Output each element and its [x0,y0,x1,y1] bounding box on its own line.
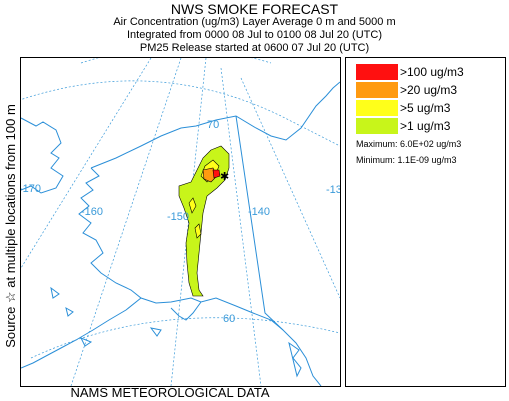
alaska-canada-border [235,115,284,331]
legend-minimum: Minimum: 1.1E-09 ug/m3 [356,155,457,165]
legend-item-5: >5 ug/m3 [356,100,450,116]
legend-item-20: >20 ug/m3 [356,82,457,98]
legend-label: >100 ug/m3 [400,65,464,79]
islands-southwest [50,286,162,347]
legend-maximum: Maximum: 6.0E+02 ug/m3 [356,139,462,149]
map-svg: ✱ 70 -170 -160 -150 -140 -130 60 [10,47,348,387]
lon-130-line [240,77,341,299]
grid-label-150: -150 [167,211,189,223]
lat-70-line [10,80,341,147]
map-panel: ✱ 70 -170 -160 -150 -140 -130 60 [10,47,348,387]
grid-label-60: 60 [223,313,235,325]
legend-panel: >100 ug/m3 >20 ug/m3 >5 ug/m3 >1 ug/m3 M… [345,57,506,387]
legend-label: >5 ug/m3 [400,101,451,115]
grid-label-140: -140 [248,206,270,218]
lon-170-line [20,57,152,269]
source-side-label: Source ☆ at multiple locations from 100 … [3,104,18,348]
coastline-chukotka [20,117,64,194]
map-title: NWS SMOKE FORECAST [170,1,339,17]
legend-swatch-green [356,118,398,134]
lat-80-line [80,47,272,64]
source-star-icon: ✱ [220,170,229,183]
legend-swatch-red [356,64,398,80]
grid-label-70: 70 [207,119,219,131]
plume-gt100 [212,169,221,179]
footer-data-source: NAMS METEOROLOGICAL DATA [70,385,270,400]
legend-item-100: >100 ug/m3 [356,64,464,80]
grid-label-170: -170 [21,183,41,195]
lon-160-line [70,57,182,387]
subtitle-concentration: Air Concentration (ug/m3) Layer Average … [113,16,396,28]
coastline-alaska [20,81,341,387]
legend-label: >1 ug/m3 [400,119,451,133]
legend-swatch-yellow [356,100,398,116]
legend-item-1: >1 ug/m3 [356,118,450,134]
lat-60-line [30,317,341,359]
legend-label: >20 ug/m3 [400,83,458,97]
lon-140-line [220,67,262,387]
grid-label-160: -160 [81,206,103,218]
subtitle-release: PM25 Release started at 0600 07 Jul 20 (… [139,42,370,54]
plume-gt1 [178,145,230,297]
islands-southeast [288,341,302,378]
grid-label-130: -130 [326,184,340,196]
legend-swatch-orange [356,82,398,98]
subtitle-integration: Integrated from 0000 08 Jul to 0100 08 J… [127,29,382,41]
